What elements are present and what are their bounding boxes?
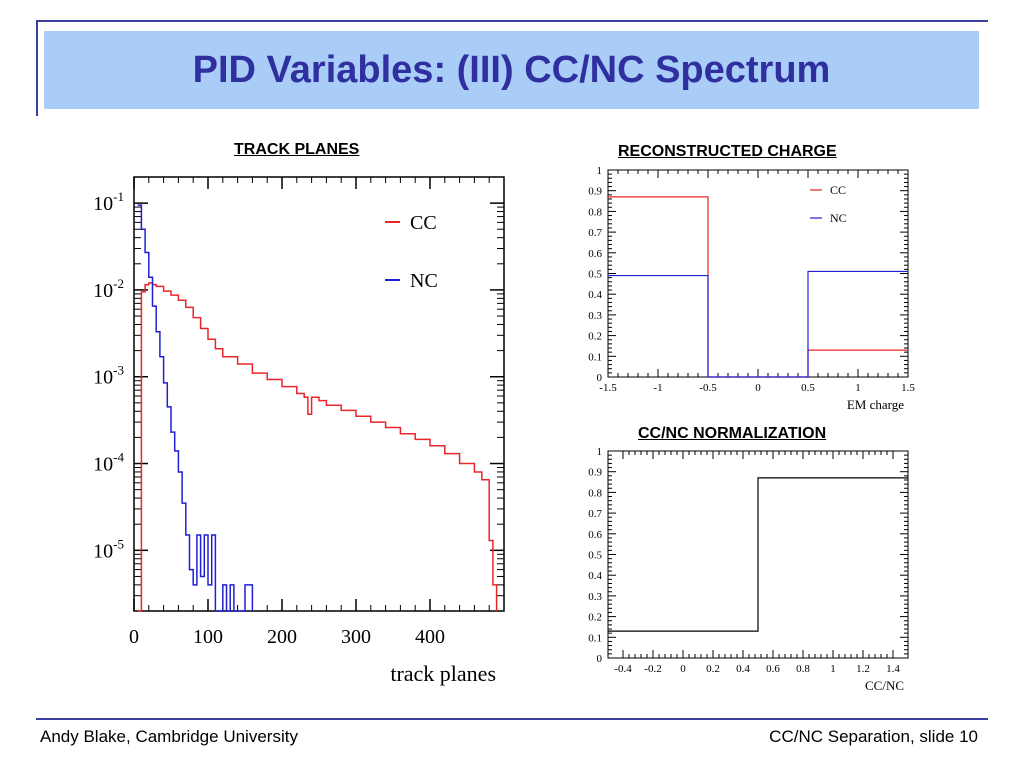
legend-label-nc: NC — [830, 211, 847, 225]
cc-nc-normalization-chart: 0 0.1 0.2 0.3 0.4 0.5 0.6 0.7 0.8 0.9 1 -0.4 -0.2 0 0.… — [588, 446, 909, 693]
y-tick-label: 0.1 — [588, 351, 602, 363]
x-tick-label: 300 — [341, 626, 371, 648]
y-tick-label: 0.9 — [588, 467, 602, 479]
title-top-rule — [36, 20, 988, 22]
y-tick-label: 0.8 — [588, 206, 602, 218]
reconstructed-charge-title: RECONSTRUCTED CHARGE — [618, 143, 837, 160]
y-tick-label: 1 — [597, 446, 603, 458]
y-tick-label: 0.1 — [588, 632, 602, 644]
legend-label-cc: CC — [830, 183, 846, 197]
y-tick-label: 0.4 — [588, 289, 602, 301]
x-axis-label: track planes — [390, 661, 496, 686]
x-tick-label: 0.2 — [706, 663, 720, 675]
legend-label-nc: NC — [410, 270, 438, 292]
x-tick-label: 1 — [830, 663, 836, 675]
y-tick-label: 0 — [597, 372, 603, 384]
y-tick-label: 0.5 — [588, 269, 602, 281]
x-axis-label: CC/NC — [865, 678, 904, 693]
series-cc-line — [608, 196, 908, 378]
y-tick-label: 0 — [597, 653, 603, 665]
footer-slide-number: CC/NC Separation, slide 10 — [769, 727, 978, 746]
x-tick-label: 0.8 — [796, 663, 810, 675]
series-line — [608, 477, 908, 632]
y-tick-label: 10-3 — [93, 363, 124, 389]
y-tick-label: 0.5 — [588, 550, 602, 562]
x-tick-label: 0 — [755, 382, 761, 394]
y-tick-label: 10-5 — [93, 536, 124, 562]
x-tick-label: -0.4 — [614, 663, 632, 675]
x-tick-label: 0.4 — [736, 663, 750, 675]
x-tick-label: 100 — [193, 626, 223, 648]
footer-rule — [36, 718, 988, 720]
x-tick-label: 0.6 — [766, 663, 780, 675]
x-tick-label: -0.5 — [699, 382, 717, 394]
x-tick-label: 1.4 — [886, 663, 900, 675]
y-tick-label: 0.8 — [588, 487, 602, 499]
series-nc-line — [137, 204, 254, 612]
y-tick-label: 1 — [597, 165, 603, 177]
slide-title: PID Variables: (III) CC/NC Spectrum — [192, 49, 831, 91]
y-tick-label: 0.2 — [588, 612, 602, 624]
x-tick-label: 0 — [680, 663, 686, 675]
x-tick-label: 200 — [267, 626, 297, 648]
title-left-rule — [36, 20, 38, 116]
track-planes-chart: 0 100 200 300 400 10-1 10-2 10-3 10-4 10-5 CC NC tra… — [93, 176, 505, 686]
x-tick-label: 1 — [855, 382, 861, 394]
x-tick-label: 400 — [415, 626, 445, 648]
plot-frame — [133, 176, 505, 612]
y-tick-label: 10-1 — [93, 189, 124, 215]
track-planes-title: TRACK PLANES — [234, 141, 360, 158]
y-tick-label: 0.6 — [588, 529, 602, 541]
x-tick-label: 1.2 — [856, 663, 870, 675]
y-tick-label: 0.4 — [588, 570, 602, 582]
x-tick-label: 1.5 — [901, 382, 915, 394]
x-tick-label: -1 — [653, 382, 662, 394]
y-tick-label: 0.7 — [588, 508, 602, 520]
x-tick-label: -0.2 — [644, 663, 661, 675]
y-tick-label: 10-4 — [93, 450, 124, 476]
footer-author: Andy Blake, Cambridge University — [40, 727, 298, 746]
y-tick-label: 0.2 — [588, 331, 602, 343]
y-tick-label: 0.6 — [588, 248, 602, 260]
legend-label-cc: CC — [410, 212, 437, 234]
plot-frame — [607, 169, 909, 378]
series-cc-line — [137, 282, 498, 612]
x-tick-label: 0.5 — [801, 382, 815, 394]
y-tick-label: 0.3 — [588, 310, 602, 322]
y-tick-label: 10-2 — [93, 276, 124, 302]
y-tick-label: 0.3 — [588, 591, 602, 603]
cc-nc-normalization-title: CC/NC NORMALIZATION — [638, 425, 827, 442]
reconstructed-charge-chart: 0 0.1 0.2 0.3 0.4 0.5 0.6 0.7 0.8 0.9 1 -1.5 -1 -0.5 0… — [588, 165, 915, 412]
y-tick-label: 0.7 — [588, 227, 602, 239]
y-tick-label: 0.9 — [588, 186, 602, 198]
x-axis-label: EM charge — [847, 397, 904, 412]
series-nc-line — [608, 270, 908, 378]
title-banner — [44, 31, 979, 109]
x-tick-label: -1.5 — [599, 382, 617, 394]
x-tick-label: 0 — [129, 626, 139, 648]
